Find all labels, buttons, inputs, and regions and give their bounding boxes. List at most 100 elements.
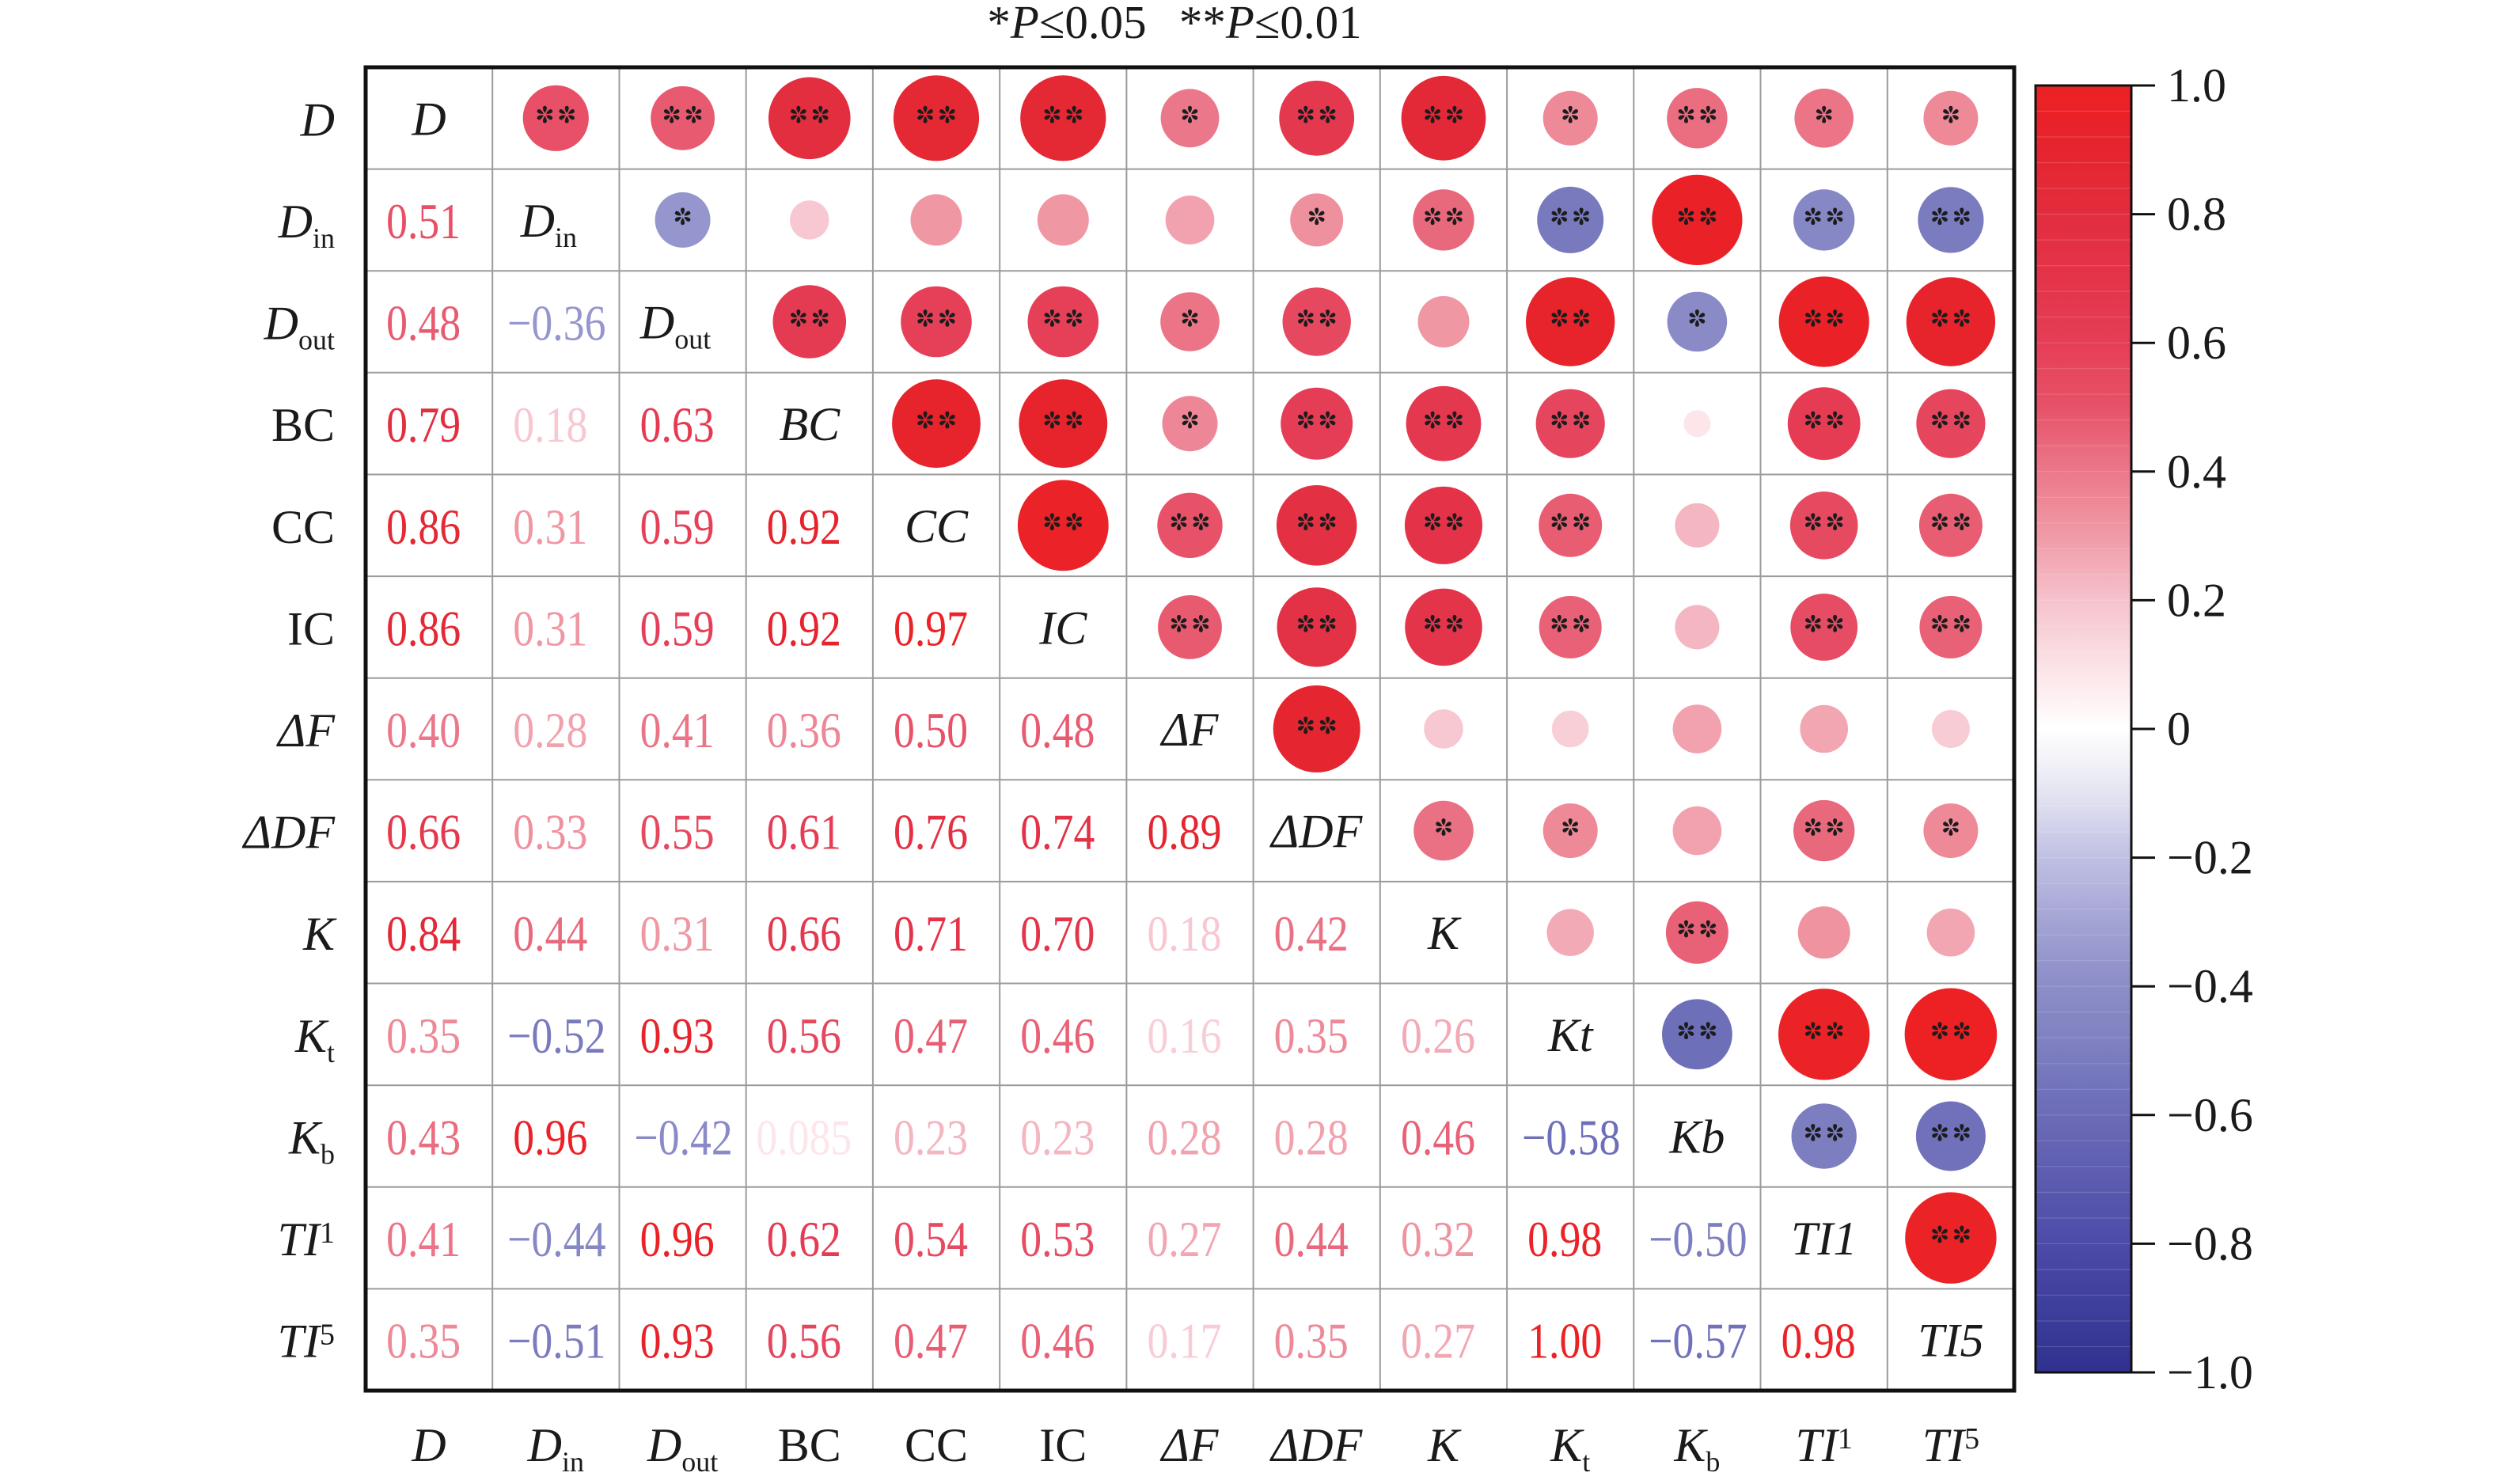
svg-text:0.59: 0.59 — [640, 498, 715, 554]
svg-text:0.76: 0.76 — [894, 803, 968, 860]
svg-text:0.96: 0.96 — [513, 1109, 587, 1165]
svg-text:−0.51: −0.51 — [507, 1312, 605, 1368]
svg-text:0.35: 0.35 — [386, 1312, 461, 1368]
svg-text:0.74: 0.74 — [1020, 803, 1095, 860]
svg-text:0.8: 0.8 — [2167, 188, 2226, 241]
svg-text:−0.2: −0.2 — [2167, 832, 2253, 884]
svg-text:0.23: 0.23 — [894, 1109, 968, 1165]
svg-text:Din: Din — [527, 1419, 584, 1478]
svg-text:0.66: 0.66 — [386, 803, 461, 860]
svg-text:0.41: 0.41 — [640, 702, 715, 758]
svg-text:0.56: 0.56 — [767, 1312, 841, 1368]
svg-text:0.96: 0.96 — [640, 1211, 715, 1267]
svg-text:0.51: 0.51 — [386, 193, 461, 249]
svg-text:0.16: 0.16 — [1147, 1007, 1221, 1063]
svg-text:0.93: 0.93 — [640, 1007, 715, 1063]
svg-text:0.18: 0.18 — [513, 397, 587, 453]
svg-text:0.6: 0.6 — [2167, 317, 2226, 369]
svg-text:0.98: 0.98 — [1782, 1312, 1856, 1368]
svg-text:0.085: 0.085 — [756, 1109, 852, 1165]
svg-text:1.0: 1.0 — [2167, 59, 2226, 112]
svg-text:0.48: 0.48 — [1020, 702, 1095, 758]
svg-text:0.36: 0.36 — [767, 702, 841, 758]
svg-text:0.2: 0.2 — [2167, 574, 2226, 626]
svg-text:0.28: 0.28 — [513, 702, 587, 758]
svg-text:D: D — [411, 1419, 446, 1471]
svg-text:0.93: 0.93 — [640, 1312, 715, 1368]
svg-text:ΔDF: ΔDF — [242, 807, 336, 859]
svg-text:0.54: 0.54 — [894, 1211, 968, 1267]
svg-text:Kt: Kt — [1550, 1419, 1590, 1478]
svg-text:0.47: 0.47 — [894, 1312, 968, 1368]
svg-text:0.26: 0.26 — [1401, 1007, 1475, 1063]
svg-text:0.28: 0.28 — [1147, 1109, 1221, 1165]
svg-text:0.79: 0.79 — [386, 397, 461, 453]
svg-text:TI1: TI1 — [1796, 1419, 1853, 1471]
svg-text:−0.58: −0.58 — [1522, 1109, 1620, 1165]
svg-text:0.44: 0.44 — [1274, 1211, 1349, 1267]
svg-text:−1.0: −1.0 — [2167, 1346, 2253, 1399]
svg-text:ΔF: ΔF — [1160, 1419, 1220, 1471]
svg-text:0.31: 0.31 — [513, 600, 587, 656]
svg-text:TI5: TI5 — [1918, 1315, 1983, 1367]
svg-text:Dout: Dout — [264, 298, 335, 356]
svg-text:Din: Din — [520, 195, 577, 253]
svg-text:0.35: 0.35 — [1274, 1312, 1349, 1368]
svg-text:0.66: 0.66 — [767, 905, 841, 962]
svg-text:0: 0 — [2167, 703, 2191, 755]
svg-text:ΔF: ΔF — [276, 704, 336, 757]
svg-text:0.62: 0.62 — [767, 1211, 841, 1267]
svg-text:0.47: 0.47 — [894, 1007, 968, 1063]
svg-text:−0.44: −0.44 — [507, 1211, 605, 1267]
svg-text:CC: CC — [905, 500, 969, 552]
svg-text:−0.57: −0.57 — [1649, 1312, 1747, 1368]
svg-text:0.46: 0.46 — [1401, 1109, 1475, 1165]
svg-text:ΔDF: ΔDF — [1269, 806, 1364, 858]
svg-text:ΔDF: ΔDF — [1269, 1419, 1364, 1471]
svg-text:0.86: 0.86 — [386, 600, 461, 656]
svg-text:0.31: 0.31 — [640, 905, 715, 962]
svg-text:0.63: 0.63 — [640, 397, 715, 453]
svg-text:CC: CC — [271, 501, 335, 553]
svg-text:0.86: 0.86 — [386, 498, 461, 554]
svg-text:1.00: 1.00 — [1527, 1312, 1602, 1368]
svg-text:0.44: 0.44 — [513, 905, 587, 962]
svg-text:−0.52: −0.52 — [507, 1007, 605, 1063]
svg-text:K: K — [1427, 1419, 1462, 1471]
svg-text:0.4: 0.4 — [2167, 446, 2226, 498]
svg-text:0.48: 0.48 — [386, 294, 461, 351]
svg-text:0.56: 0.56 — [767, 1007, 841, 1063]
svg-text:0.17: 0.17 — [1147, 1312, 1221, 1368]
svg-text:BC: BC — [271, 399, 335, 451]
svg-text:Dout: Dout — [647, 1419, 718, 1478]
svg-text:−0.36: −0.36 — [507, 294, 605, 351]
svg-text:0.40: 0.40 — [386, 702, 461, 758]
svg-text:K: K — [302, 908, 337, 960]
svg-text:TI1: TI1 — [278, 1213, 335, 1266]
svg-text:Kt: Kt — [294, 1010, 335, 1068]
svg-text:0.46: 0.46 — [1020, 1007, 1095, 1063]
svg-text:0.27: 0.27 — [1401, 1312, 1475, 1368]
svg-text:0.84: 0.84 — [386, 905, 461, 962]
svg-text:K: K — [1427, 907, 1462, 959]
svg-text:0.50: 0.50 — [894, 702, 968, 758]
svg-text:BC: BC — [779, 398, 840, 450]
svg-text:0.98: 0.98 — [1527, 1211, 1602, 1267]
svg-text:0.89: 0.89 — [1147, 803, 1221, 860]
svg-text:0.27: 0.27 — [1147, 1211, 1221, 1267]
svg-text:IC: IC — [287, 602, 335, 655]
svg-text:−0.6: −0.6 — [2167, 1089, 2253, 1141]
svg-text:TI5: TI5 — [1922, 1419, 1979, 1471]
svg-text:0.59: 0.59 — [640, 600, 715, 656]
svg-text:−0.42: −0.42 — [634, 1109, 732, 1165]
svg-text:*P≤0.05 **P≤0.01: *P≤0.05 **P≤0.01 — [987, 0, 1361, 48]
svg-text:0.43: 0.43 — [386, 1109, 461, 1165]
svg-text:D: D — [411, 93, 446, 145]
svg-text:0.55: 0.55 — [640, 803, 715, 860]
svg-text:−0.50: −0.50 — [1649, 1211, 1747, 1267]
svg-text:0.23: 0.23 — [1020, 1109, 1095, 1165]
svg-text:0.53: 0.53 — [1020, 1211, 1095, 1267]
svg-text:IC: IC — [1038, 602, 1087, 654]
svg-text:D: D — [300, 93, 335, 146]
svg-text:−0.8: −0.8 — [2167, 1217, 2253, 1270]
